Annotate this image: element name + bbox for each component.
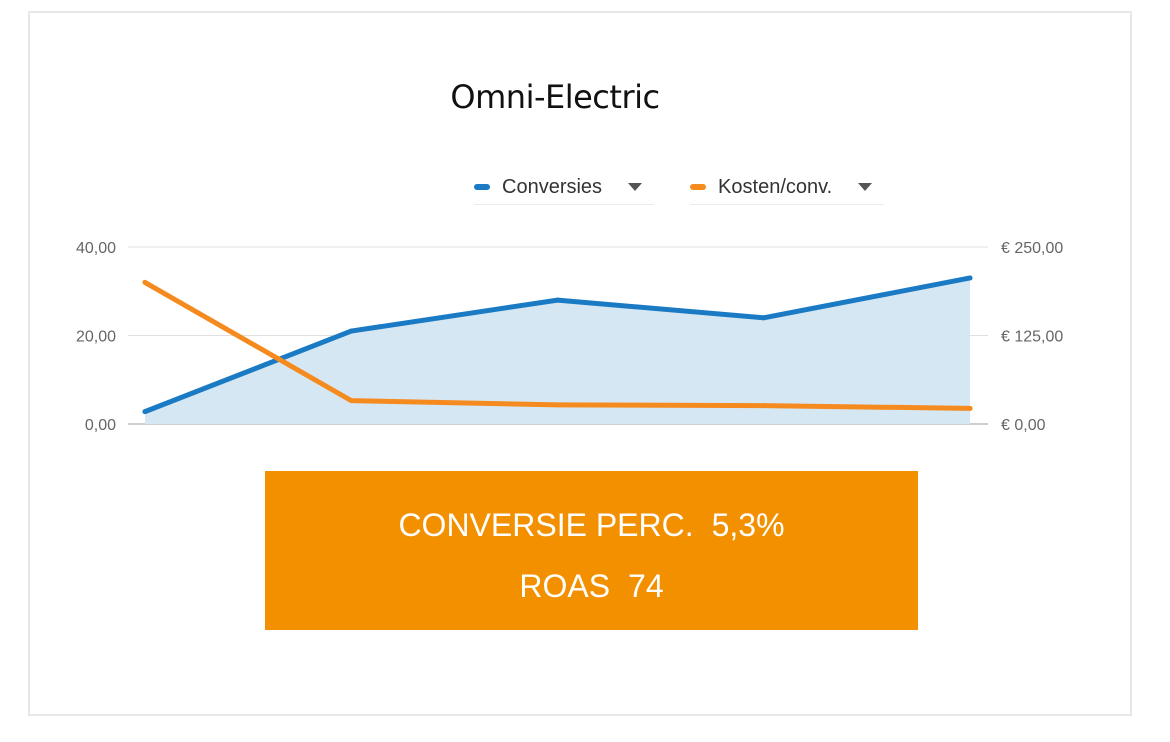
data-point-kosten-conv: [967, 405, 973, 411]
conversion-rate-row: CONVERSIE PERC. 5,3%: [265, 507, 918, 544]
chevron-down-icon[interactable]: [628, 183, 643, 191]
legend-swatch-kosten: [690, 184, 707, 190]
data-point-conversies: [555, 297, 560, 303]
y-left-tick-label: 20,00: [76, 329, 116, 346]
conversion-rate-value: 5,3%: [711, 507, 785, 543]
chevron-down-icon[interactable]: [858, 183, 873, 191]
y-left-tick-label: 40,00: [76, 240, 116, 257]
legend-conversies[interactable]: Conversies: [474, 170, 655, 205]
y-right-tick-label: € 0,00: [1001, 417, 1046, 434]
roas-label: ROAS: [519, 568, 611, 604]
legend-kosten-conv[interactable]: Kosten/conv.: [690, 170, 885, 205]
chart-legend: Conversies Kosten/conv.: [474, 170, 885, 208]
conversion-rate-label: CONVERSIE PERC.: [398, 507, 694, 543]
y-right-tick-label: € 250,00: [1001, 240, 1063, 257]
data-point-conversies: [761, 315, 767, 321]
legend-swatch-conversies: [474, 184, 490, 190]
legend-label-conversies: Conversies: [502, 175, 603, 198]
data-point-kosten-conv: [555, 402, 560, 408]
data-point-kosten-conv: [348, 398, 354, 404]
roas-value: 74: [628, 568, 664, 604]
chart-title: Omni-Electric: [450, 78, 660, 116]
legend-label-kosten: Kosten/conv.: [718, 175, 833, 198]
y-right-tick-label: € 125,00: [1001, 329, 1063, 346]
data-point-conversies: [967, 275, 973, 281]
data-point-conversies: [142, 409, 148, 415]
kpi-banner: CONVERSIE PERC. 5,3% ROAS 74: [265, 471, 918, 630]
y-left-tick-label: 0,00: [85, 417, 116, 434]
roas-row: ROAS 74: [265, 568, 918, 605]
data-point-kosten-conv: [142, 279, 148, 285]
data-point-conversies: [348, 328, 354, 334]
data-point-kosten-conv: [761, 403, 767, 409]
series-area-conversies: [145, 277, 970, 424]
